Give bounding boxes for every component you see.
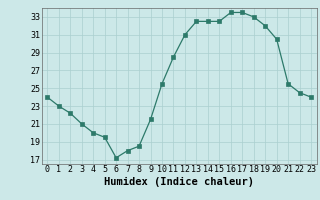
X-axis label: Humidex (Indice chaleur): Humidex (Indice chaleur) — [104, 177, 254, 187]
